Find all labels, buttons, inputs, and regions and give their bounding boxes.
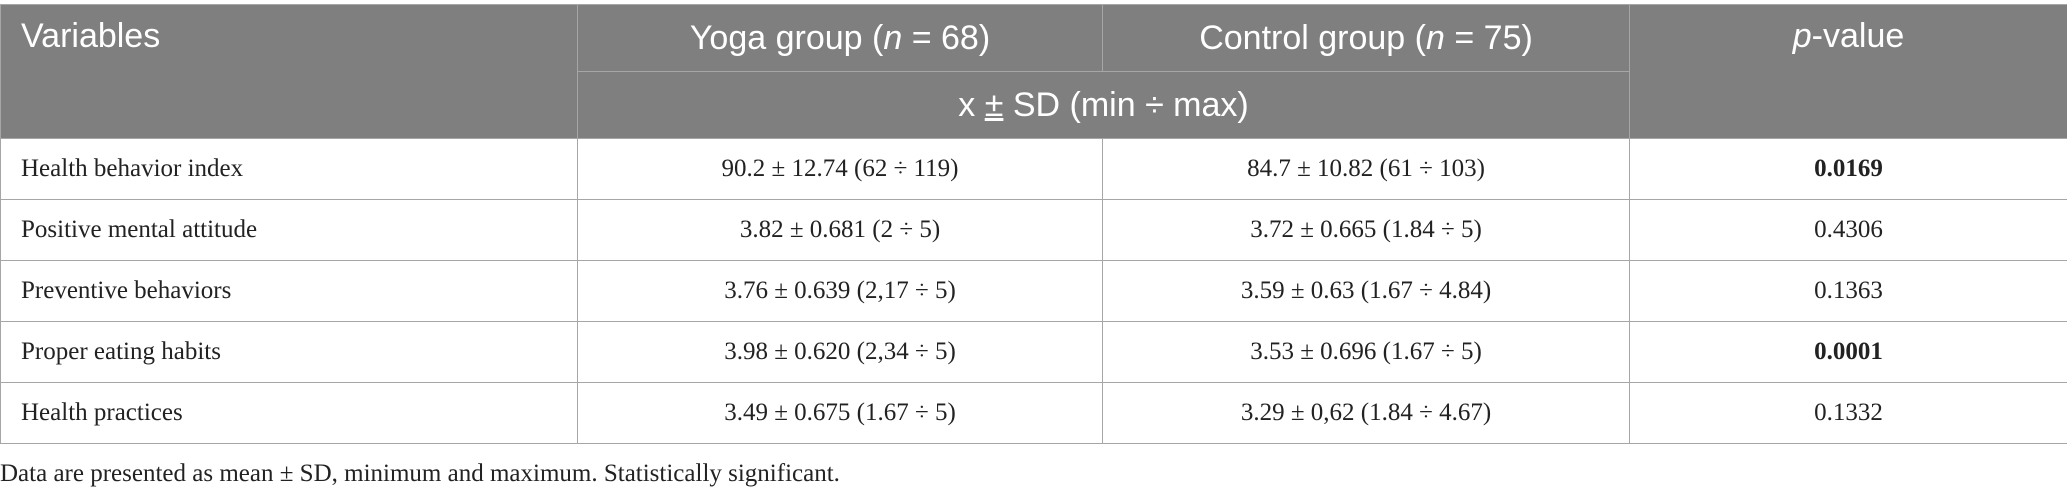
variable-cell: Health behavior index bbox=[0, 138, 578, 200]
control-group-header: Control group (n = 75) bbox=[1102, 4, 1630, 72]
table-row: Preventive behaviors 3.76 ± 0.639 (2,17 … bbox=[0, 260, 2067, 322]
yoga-cell: 90.2 ± 12.74 (62 ÷ 119) bbox=[577, 138, 1103, 200]
p-value-cell: 0.0001 bbox=[1629, 321, 2067, 383]
yoga-group-label: Yoga group ( bbox=[689, 18, 884, 57]
p-value-header: p-value bbox=[1629, 4, 2067, 139]
yoga-cell: 3.49 ± 0.675 (1.67 ÷ 5) bbox=[577, 382, 1103, 444]
results-table: Variables Yoga group (n = 68) Control gr… bbox=[0, 4, 2067, 444]
yoga-cell: 3.76 ± 0.639 (2,17 ÷ 5) bbox=[577, 260, 1103, 322]
table-row: Proper eating habits 3.98 ± 0.620 (2,34 … bbox=[0, 321, 2067, 383]
table-body: Health behavior index 90.2 ± 12.74 (62 ÷… bbox=[0, 138, 2067, 444]
subheader-plus-minus: ± bbox=[984, 85, 1004, 124]
table-footnote: Data are presented as mean ± SD, minimum… bbox=[0, 460, 840, 487]
control-cell: 3.59 ± 0.63 (1.67 ÷ 4.84) bbox=[1102, 260, 1630, 322]
yoga-n-symbol: n bbox=[883, 18, 903, 57]
variables-header-text: Variables bbox=[21, 17, 161, 55]
table-row: Positive mental attitude 3.82 ± 0.681 (2… bbox=[0, 199, 2067, 261]
yoga-group-header: Yoga group (n = 68) bbox=[577, 4, 1103, 72]
control-cell: 3.53 ± 0.696 (1.67 ÷ 5) bbox=[1102, 321, 1630, 383]
yoga-cell: 3.98 ± 0.620 (2,34 ÷ 5) bbox=[577, 321, 1103, 383]
control-count: = 75) bbox=[1444, 18, 1533, 57]
header-row-1: Variables Yoga group (n = 68) Control gr… bbox=[0, 4, 2067, 139]
variable-cell: Proper eating habits bbox=[0, 321, 578, 383]
table-container: Variables Yoga group (n = 68) Control gr… bbox=[0, 4, 2067, 444]
table-row: Health behavior index 90.2 ± 12.74 (62 ÷… bbox=[0, 138, 2067, 200]
variable-cell: Preventive behaviors bbox=[0, 260, 578, 322]
stat-subheader: x ± SD (min ÷ max) bbox=[577, 71, 1630, 139]
variables-header: Variables bbox=[0, 4, 578, 139]
p-value-suffix: -value bbox=[1811, 17, 1905, 55]
subheader-x: x bbox=[958, 85, 985, 124]
yoga-cell: 3.82 ± 0.681 (2 ÷ 5) bbox=[577, 199, 1103, 261]
header-row-2: x ± SD (min ÷ max) bbox=[1, 71, 2067, 139]
p-value-cell: 0.0169 bbox=[1629, 138, 2067, 200]
control-cell: 3.72 ± 0.665 (1.84 ÷ 5) bbox=[1102, 199, 1630, 261]
p-value-cell: 0.1363 bbox=[1629, 260, 2067, 322]
control-cell: 84.7 ± 10.82 (61 ÷ 103) bbox=[1102, 138, 1630, 200]
control-cell: 3.29 ± 0,62 (1.84 ÷ 4.67) bbox=[1102, 382, 1630, 444]
yoga-count: = 68) bbox=[902, 18, 991, 57]
p-value-cell: 0.4306 bbox=[1629, 199, 2067, 261]
p-value-cell: 0.1332 bbox=[1629, 382, 2067, 444]
control-n-symbol: n bbox=[1425, 18, 1445, 57]
control-group-label: Control group ( bbox=[1199, 18, 1426, 57]
variable-cell: Positive mental attitude bbox=[0, 199, 578, 261]
table-header: Variables Yoga group (n = 68) Control gr… bbox=[0, 4, 2067, 139]
subheader-rest: SD (min ÷ max) bbox=[1003, 85, 1249, 124]
variable-cell: Health practices bbox=[0, 382, 578, 444]
p-symbol: p bbox=[1792, 17, 1812, 55]
table-row: Health practices 3.49 ± 0.675 (1.67 ÷ 5)… bbox=[0, 382, 2067, 444]
